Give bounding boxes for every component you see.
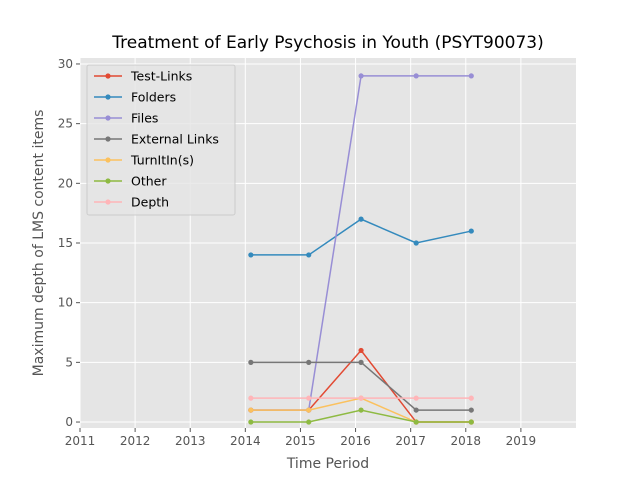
legend-entry: Folders: [94, 90, 176, 105]
legend-entry: Files: [94, 111, 158, 126]
x-axis-label: Time Period: [286, 456, 369, 472]
legend-swatch-marker: [105, 94, 111, 100]
data-point: [248, 359, 254, 365]
x-tick-label: 2015: [285, 434, 316, 448]
x-tick-label: 2017: [395, 434, 426, 448]
legend-label: Folders: [131, 90, 176, 105]
legend-swatch-marker: [105, 73, 111, 79]
series-folders: [248, 216, 474, 258]
y-axis-ticks: 0 5 10 15 20 25 30: [58, 57, 80, 429]
x-axis-ticks: 2011 2012 2013 2014 2015 2016 2017 2018 2019: [65, 428, 536, 448]
data-point: [358, 216, 364, 222]
x-tick-label: 2018: [451, 434, 482, 448]
series-layer: [248, 73, 474, 425]
legend-label: Depth: [131, 195, 169, 210]
legend-entry: External Links: [94, 132, 219, 147]
data-point: [468, 407, 474, 413]
y-tick-label: 30: [58, 57, 73, 71]
legend-entry: TurnItIn(s): [94, 153, 194, 168]
x-tick-label: 2014: [230, 434, 261, 448]
data-point: [358, 395, 364, 401]
chart-title: Treatment of Early Psychosis in Youth (P…: [111, 33, 543, 53]
y-tick-label: 25: [58, 117, 73, 131]
data-point: [358, 407, 364, 413]
legend-entry: Other: [94, 174, 167, 189]
data-point: [248, 407, 254, 413]
data-point: [468, 228, 474, 234]
legend-label: External Links: [131, 132, 219, 147]
data-point: [413, 419, 419, 425]
legend-label: Other: [131, 174, 167, 189]
x-tick-label: 2011: [65, 434, 96, 448]
y-tick-label: 15: [58, 236, 73, 250]
legend-label: Files: [131, 111, 158, 126]
data-point: [306, 419, 312, 425]
data-point: [413, 395, 419, 401]
data-point: [413, 73, 419, 79]
x-tick-label: 2016: [340, 434, 371, 448]
data-point: [306, 252, 312, 258]
y-tick-label: 5: [65, 355, 73, 369]
data-point: [358, 73, 364, 79]
data-point: [306, 395, 312, 401]
data-point: [358, 359, 364, 365]
y-tick-label: 0: [65, 415, 73, 429]
data-point: [306, 407, 312, 413]
legend-label: Test-Links: [130, 69, 192, 84]
x-tick-label: 2013: [175, 434, 206, 448]
data-point: [248, 419, 254, 425]
data-point: [468, 419, 474, 425]
legend-entry: Test-Links: [94, 69, 192, 84]
y-axis-label: Maximum depth of LMS content items: [31, 110, 47, 377]
legend-swatch-marker: [105, 157, 111, 163]
legend-swatch-marker: [105, 136, 111, 142]
data-point: [248, 252, 254, 258]
series-external-links: [248, 359, 474, 413]
data-point: [468, 395, 474, 401]
data-point: [413, 407, 419, 413]
y-tick-label: 10: [58, 296, 73, 310]
legend-swatch-marker: [105, 115, 111, 121]
data-point: [248, 395, 254, 401]
y-tick-label: 20: [58, 176, 73, 190]
legend-entry: Depth: [94, 195, 169, 210]
legend-swatch-marker: [105, 178, 111, 184]
data-point: [413, 240, 419, 246]
data-point: [306, 359, 312, 365]
legend: Test-Links Folders Files External Links Turn…: [86, 64, 236, 216]
data-point: [468, 73, 474, 79]
legend-label: TurnItIn(s): [130, 153, 194, 168]
series-other: [248, 407, 474, 425]
x-tick-label: 2012: [120, 434, 151, 448]
series-depth: [248, 395, 474, 401]
legend-box: [86, 64, 236, 216]
data-point: [358, 347, 364, 354]
legend-swatch-marker: [105, 199, 111, 205]
x-tick-label: 2019: [506, 434, 537, 448]
